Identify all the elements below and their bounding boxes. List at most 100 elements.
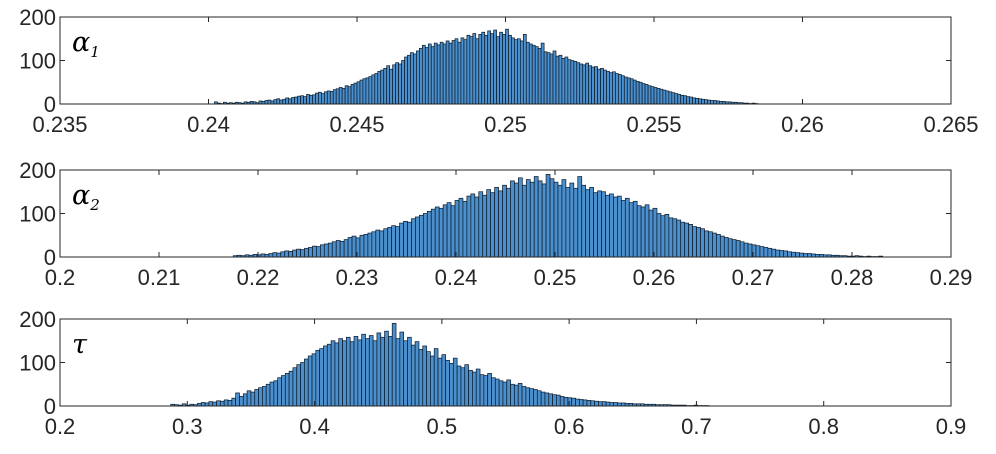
- histogram-bar-alpha2: [494, 187, 499, 258]
- histogram-bar-alpha1: [413, 53, 417, 105]
- histogram-bar-alpha1: [288, 98, 293, 105]
- x-tick-label-alpha1: 0.26: [781, 112, 824, 137]
- histogram-bar-alpha2: [696, 227, 701, 258]
- histogram-bar-alpha1: [279, 99, 284, 105]
- histogram-bar-alpha2: [803, 253, 808, 258]
- x-tick-label-alpha1: 0.235: [32, 112, 87, 137]
- histogram-bar-tau: [292, 367, 298, 407]
- histogram-bar-alpha2: [379, 230, 385, 258]
- histogram-bar-tau: [407, 336, 412, 407]
- histogram-bar-alpha2: [799, 252, 804, 258]
- histogram-bar-tau: [556, 394, 561, 407]
- histogram-bar-alpha2: [613, 196, 618, 258]
- histogram-bar-tau: [441, 354, 447, 407]
- histogram-bar-alpha1: [490, 33, 494, 105]
- histogram-bar-alpha2: [747, 243, 753, 258]
- histogram-bar-alpha1: [463, 39, 468, 105]
- histogram-bar-alpha1: [362, 78, 367, 105]
- histogram-bar-alpha1: [285, 97, 290, 105]
- histogram-bar-alpha2: [652, 207, 658, 258]
- histogram-bar-tau: [368, 335, 374, 407]
- histogram-bar-alpha2: [343, 239, 349, 258]
- histogram-bar-alpha1: [600, 67, 604, 105]
- histogram-bar-alpha1: [686, 96, 690, 105]
- histogram-bar-tau: [399, 331, 405, 407]
- histogram-bar-tau: [353, 336, 359, 407]
- histogram-bar-alpha1: [606, 71, 610, 105]
- histogram-bar-alpha1: [641, 83, 646, 105]
- histogram-bar-tau: [472, 371, 477, 407]
- histogram-bar-alpha2: [280, 251, 286, 258]
- histogram-bar-alpha2: [573, 187, 579, 258]
- histogram-bar-tau: [605, 401, 611, 407]
- histogram-bar-alpha2: [767, 247, 773, 258]
- histogram-bar-alpha1: [695, 97, 699, 105]
- histogram-bar-alpha2: [601, 191, 606, 258]
- histogram-bar-alpha2: [537, 180, 543, 258]
- histogram-bar-alpha1: [338, 87, 343, 105]
- histogram-bar-alpha2: [727, 238, 733, 258]
- histogram-bar-alpha2: [359, 234, 365, 258]
- histogram-bar-alpha1: [620, 75, 625, 105]
- histogram-bar-alpha1: [534, 46, 539, 105]
- histogram-bar-tau: [418, 349, 424, 407]
- histogram-bar-tau: [220, 400, 225, 407]
- histogram-bar-alpha2: [422, 213, 428, 258]
- y-tick-label-alpha1: 200: [19, 5, 56, 30]
- histogram-panel-alpha2: 0.2 0.21 0.22 0.23 0.24 0.25 0.26 0.27 0.28 0.29 0…: [19, 158, 972, 290]
- histogram-bar-alpha1: [401, 60, 405, 105]
- histogram-bar-tau: [582, 399, 588, 407]
- histogram-bar-tau: [376, 332, 382, 407]
- histogram-bar-alpha1: [567, 59, 572, 105]
- histogram-bar-alpha2: [323, 243, 329, 258]
- histogram-bar-tau: [216, 400, 221, 407]
- histogram-bar-alpha1: [597, 68, 601, 105]
- x-tick-label-alpha2: 0.28: [831, 265, 874, 290]
- histogram-bar-tau: [414, 341, 420, 407]
- histogram-bar-alpha1: [436, 44, 441, 105]
- histogram-bar-alpha2: [419, 214, 424, 258]
- histogram-bar-alpha2: [395, 226, 400, 258]
- histogram-bar-alpha2: [624, 197, 630, 258]
- histogram-bar-alpha2: [636, 205, 642, 258]
- histogram-bar-alpha2: [541, 183, 547, 258]
- histogram-bar-alpha1: [350, 84, 355, 105]
- histogram-bar-alpha1: [329, 91, 334, 105]
- histogram-bar-tau: [326, 343, 332, 407]
- axis-ticks-alpha2: 0.2 0.21 0.22 0.23 0.24 0.25 0.26 0.27 0.28 0.29 0…: [19, 158, 972, 290]
- histogram-bar-alpha2: [569, 182, 575, 258]
- histogram-bar-alpha2: [367, 232, 373, 258]
- histogram-bar-alpha2: [518, 177, 523, 258]
- x-tick-label-alpha1: 0.255: [626, 112, 681, 137]
- histogram-bar-alpha2: [688, 224, 693, 258]
- histogram-bar-tau: [281, 375, 286, 407]
- histogram-bar-alpha2: [617, 195, 622, 258]
- histogram-bar-tau: [529, 388, 534, 407]
- histogram-bar-alpha1: [276, 98, 281, 105]
- histogram-bar-alpha2: [462, 200, 468, 258]
- histogram-bar-alpha1: [618, 74, 622, 105]
- histogram-bar-alpha1: [389, 68, 393, 105]
- histogram-bar-tau: [536, 390, 542, 407]
- histogram-bar-alpha2: [347, 237, 353, 258]
- histogram-bar-alpha2: [656, 213, 662, 258]
- histogram-bar-tau: [563, 396, 569, 407]
- histogram-bar-tau: [437, 357, 443, 407]
- histogram-bar-alpha2: [276, 252, 282, 258]
- histogram-bar-tau: [380, 336, 385, 407]
- histogram-bar-alpha1: [478, 34, 483, 105]
- histogram-bar-alpha2: [335, 240, 341, 258]
- histogram-bar-alpha2: [676, 219, 682, 258]
- histogram-bar-alpha2: [331, 241, 337, 258]
- histogram-bar-alpha1: [359, 79, 364, 105]
- x-tick-label-tau: 0.2: [45, 414, 76, 439]
- histogram-bar-alpha1: [347, 86, 352, 105]
- histogram-bar-alpha2: [759, 246, 765, 258]
- histogram-bar-alpha1: [419, 47, 423, 105]
- histogram-bar-alpha2: [300, 249, 305, 258]
- histogram-bar-alpha1: [445, 40, 450, 105]
- histogram-bar-tau: [304, 358, 309, 407]
- histogram-bars-alpha2: [232, 174, 884, 258]
- histogram-bar-alpha2: [719, 235, 725, 258]
